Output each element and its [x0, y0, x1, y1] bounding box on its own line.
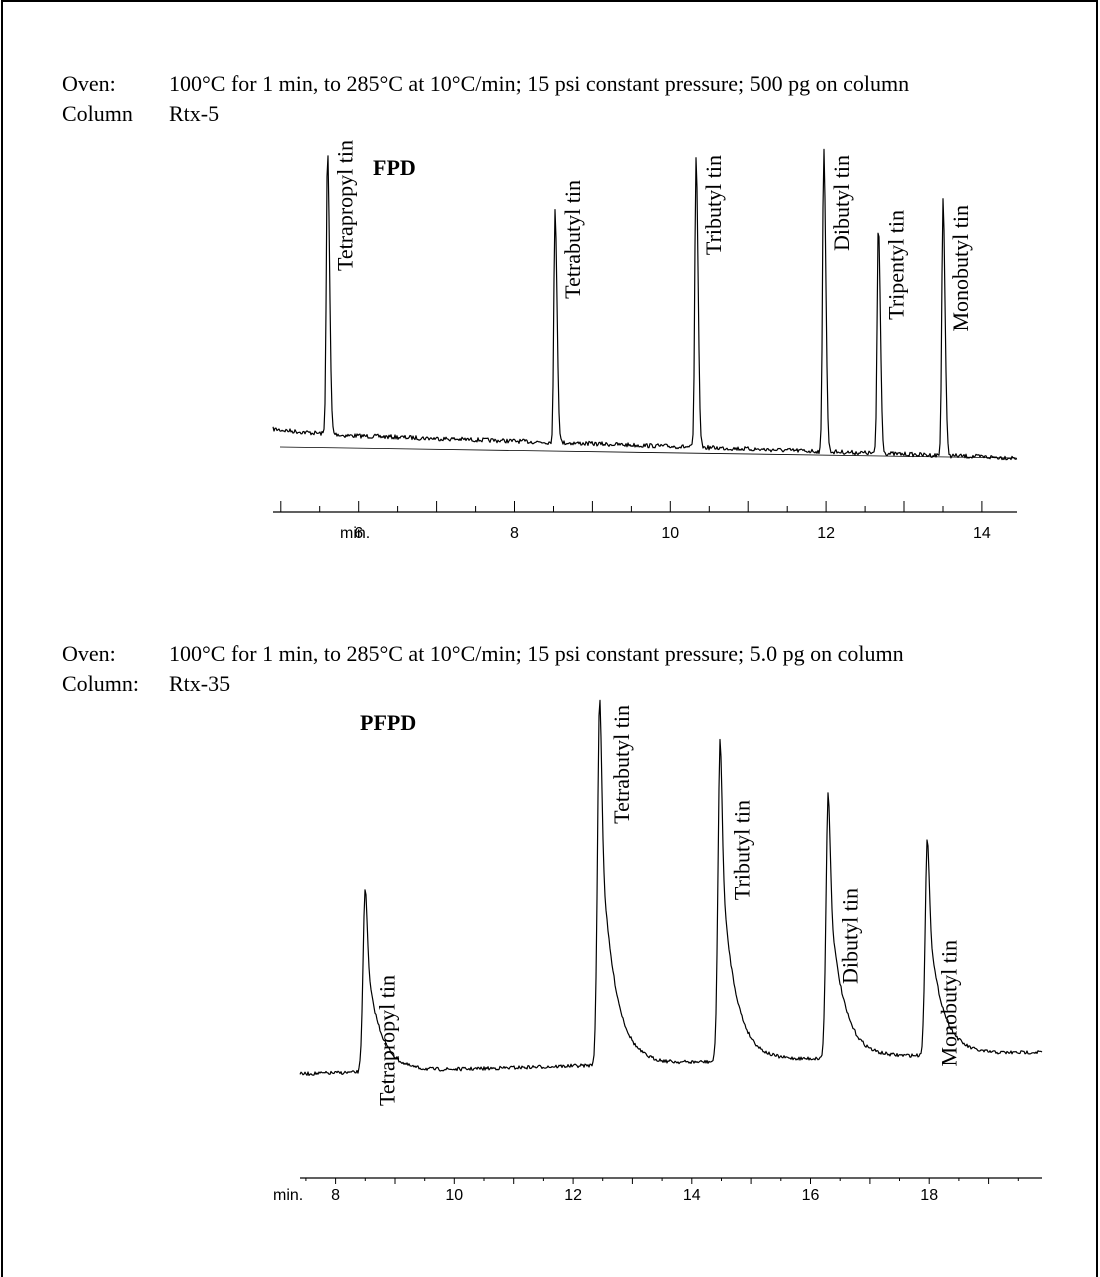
pfpd-peak-label-0: Tetrapropyl tin — [374, 975, 399, 1106]
fpd-column-label: Column — [62, 101, 133, 126]
fpd-x-tick-labels: min. 6 8 10 12 14 — [340, 525, 991, 542]
pfpd-oven-label: Oven: — [62, 641, 116, 666]
pfpd-x-prefix: min. — [273, 1187, 303, 1204]
fpd-tick-label-8: 8 — [510, 525, 519, 542]
fpd-tick-label-12: 12 — [817, 525, 835, 542]
fpd-peak-labels: Tetrapropyl tin Tetrabutyl tin Tributyl ti… — [333, 140, 974, 332]
pfpd-detector-label: PFPD — [360, 710, 416, 735]
pfpd-peak-labels: Tetrapropyl tin Tetrabutyl tin Tributyl ti… — [374, 705, 961, 1106]
fpd-oven-label: Oven: — [62, 71, 116, 96]
pfpd-chromatogram: PFPD Tetrapropyl tin Tetrabutyl tin Tribut… — [273, 699, 1043, 1204]
fpd-baseline — [279, 446, 1018, 459]
fpd-tick-label-10: 10 — [661, 525, 679, 542]
fpd-conditions: Oven: 100°C for 1 min, to 285°C at 10°C/… — [62, 70, 1092, 130]
pfpd-tick-label-18: 18 — [920, 1187, 938, 1204]
pfpd-column-value: Rtx-35 — [169, 671, 231, 696]
fpd-chromatogram: FPD Tetrapropyl tin Tetrabutyl tin Tributy… — [272, 140, 1018, 542]
pfpd-x-tick-labels: min. 8 10 12 14 16 18 — [273, 1187, 938, 1204]
pfpd-column-label: Column: — [62, 671, 140, 696]
pfpd-tick-label-12: 12 — [564, 1187, 582, 1204]
pfpd-tick-label-14: 14 — [683, 1187, 701, 1204]
fpd-peak-label-3: Dibutyl tin — [829, 155, 854, 251]
fpd-tick-label-14: 14 — [973, 525, 991, 542]
fpd-peak-label-2: Tributyl tin — [701, 155, 726, 255]
pfpd-peak-label-4: Monobutyl tin — [936, 940, 961, 1067]
fpd-peak-label-1: Tetrabutyl tin — [560, 180, 585, 299]
fpd-peak-label-0: Tetrapropyl tin — [333, 140, 358, 271]
pfpd-tick-label-16: 16 — [802, 1187, 820, 1204]
fpd-peak-label-4: Tripentyl tin — [883, 210, 908, 320]
fpd-trace — [272, 148, 1018, 461]
fpd-tick-label-6: 6 — [354, 525, 363, 542]
pfpd-conditions: Oven: 100°C for 1 min, to 285°C at 10°C/… — [62, 640, 1092, 700]
pfpd-peak-label-2: Tributyl tin — [729, 800, 754, 900]
fpd-peak-label-5: Monobutyl tin — [948, 205, 973, 332]
fpd-column-value: Rtx-5 — [169, 101, 220, 126]
pfpd-peak-label-1: Tetrabutyl tin — [609, 705, 634, 824]
pfpd-oven-value: 100°C for 1 min, to 285°C at 10°C/min; 1… — [169, 641, 904, 666]
pfpd-x-ticks — [305, 1178, 1019, 1184]
fpd-x-prefix: min. — [340, 525, 370, 542]
pfpd-tick-label-8: 8 — [331, 1187, 340, 1204]
pfpd-peak-label-3: Dibutyl tin — [837, 888, 862, 984]
fpd-x-ticks — [280, 501, 983, 512]
pfpd-trace — [299, 699, 1043, 1076]
pfpd-tick-label-10: 10 — [445, 1187, 463, 1204]
fpd-oven-value: 100°C for 1 min, to 285°C at 10°C/min; 1… — [169, 71, 910, 96]
fpd-detector-label: FPD — [373, 155, 416, 180]
